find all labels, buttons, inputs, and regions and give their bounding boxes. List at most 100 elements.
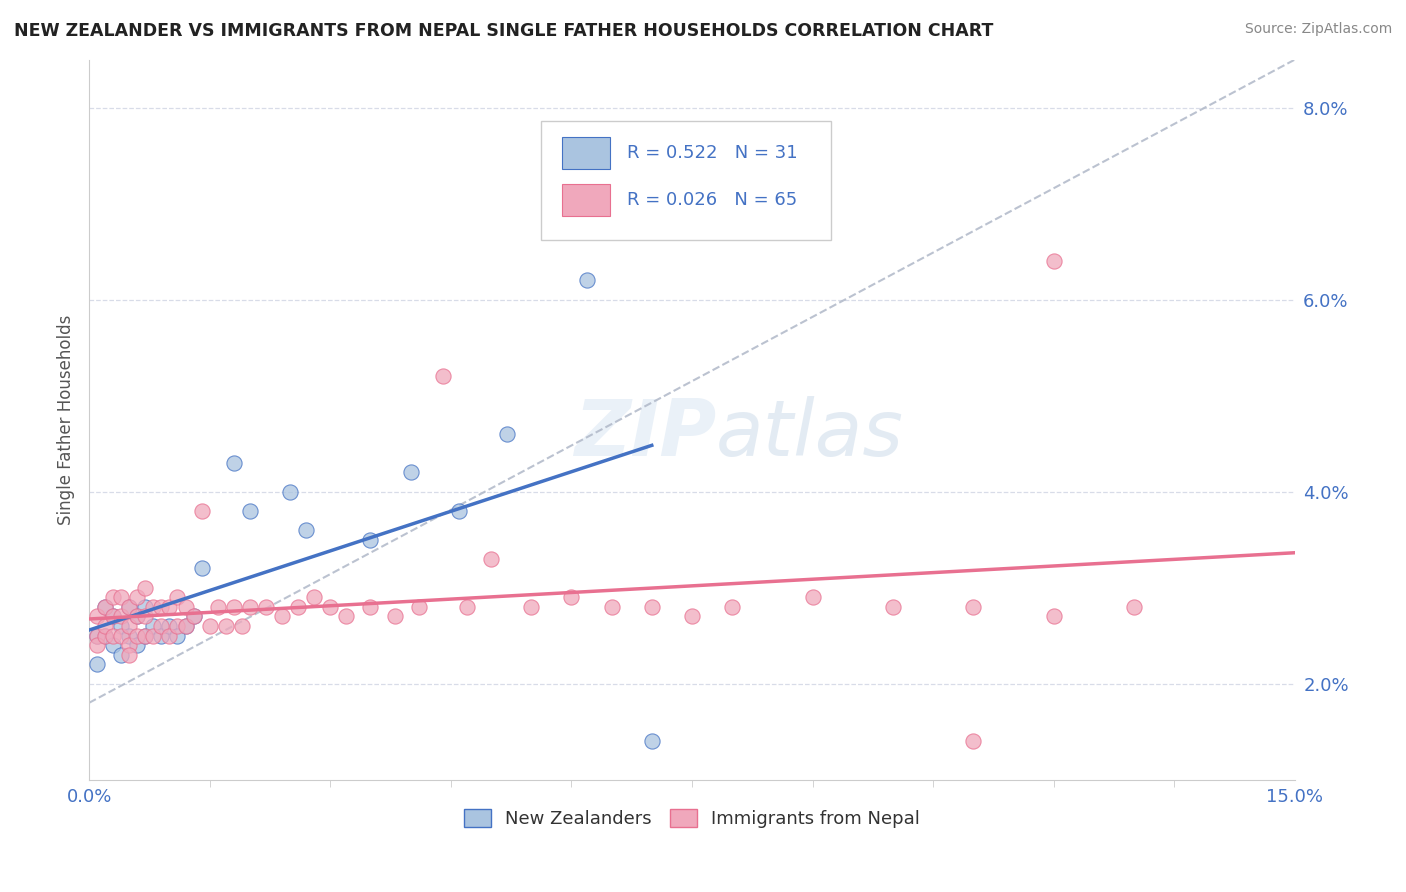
Point bbox=[94, 619, 117, 633]
Point bbox=[159, 599, 181, 614]
Text: R = 0.026   N = 65: R = 0.026 N = 65 bbox=[627, 191, 797, 209]
Point bbox=[254, 599, 277, 614]
Point bbox=[127, 629, 149, 643]
Point bbox=[118, 619, 141, 633]
Point bbox=[103, 609, 125, 624]
Point bbox=[94, 599, 117, 614]
Point bbox=[576, 273, 599, 287]
Point bbox=[174, 619, 197, 633]
Point bbox=[86, 629, 108, 643]
Point bbox=[127, 609, 149, 624]
Point bbox=[142, 629, 165, 643]
Point bbox=[198, 619, 221, 633]
Point bbox=[94, 629, 117, 643]
Point bbox=[641, 599, 664, 614]
Point bbox=[302, 591, 325, 605]
Point bbox=[962, 599, 984, 614]
Point bbox=[86, 609, 108, 624]
Point bbox=[134, 629, 156, 643]
Point bbox=[127, 609, 149, 624]
Point bbox=[118, 599, 141, 614]
Point bbox=[681, 609, 703, 624]
Point bbox=[456, 599, 478, 614]
Point bbox=[479, 551, 502, 566]
Point bbox=[118, 638, 141, 652]
Point bbox=[641, 734, 664, 748]
Point bbox=[142, 599, 165, 614]
Point bbox=[496, 427, 519, 442]
Point bbox=[118, 629, 141, 643]
Point bbox=[118, 599, 141, 614]
Point bbox=[86, 629, 108, 643]
Point bbox=[134, 629, 156, 643]
Point bbox=[222, 456, 245, 470]
Point bbox=[408, 599, 430, 614]
Point bbox=[335, 609, 357, 624]
Point bbox=[183, 609, 205, 624]
Point bbox=[94, 629, 117, 643]
Point bbox=[520, 599, 543, 614]
Point bbox=[110, 619, 132, 633]
Point bbox=[359, 599, 381, 614]
Point bbox=[1123, 599, 1146, 614]
Point bbox=[287, 599, 309, 614]
Point bbox=[127, 638, 149, 652]
Point bbox=[86, 657, 108, 672]
Point bbox=[1042, 609, 1064, 624]
Point bbox=[882, 599, 904, 614]
Point bbox=[600, 599, 623, 614]
Point bbox=[110, 591, 132, 605]
Point bbox=[150, 599, 173, 614]
Point bbox=[231, 619, 253, 633]
Point bbox=[150, 629, 173, 643]
Point bbox=[166, 591, 188, 605]
Point bbox=[94, 599, 117, 614]
Point bbox=[134, 599, 156, 614]
Point bbox=[174, 619, 197, 633]
Text: ZIP: ZIP bbox=[574, 396, 716, 472]
Point bbox=[432, 369, 454, 384]
Point bbox=[183, 609, 205, 624]
Legend: New Zealanders, Immigrants from Nepal: New Zealanders, Immigrants from Nepal bbox=[457, 802, 928, 836]
Point bbox=[190, 504, 212, 518]
Text: Source: ZipAtlas.com: Source: ZipAtlas.com bbox=[1244, 22, 1392, 37]
Point bbox=[86, 638, 108, 652]
Point bbox=[134, 609, 156, 624]
Point bbox=[239, 504, 262, 518]
FancyBboxPatch shape bbox=[562, 184, 610, 216]
Point bbox=[384, 609, 406, 624]
Point bbox=[239, 599, 262, 614]
Point bbox=[103, 629, 125, 643]
FancyBboxPatch shape bbox=[562, 137, 610, 169]
Point bbox=[150, 619, 173, 633]
Point bbox=[295, 523, 318, 537]
Point bbox=[159, 629, 181, 643]
Point bbox=[190, 561, 212, 575]
Point bbox=[103, 609, 125, 624]
Point bbox=[110, 648, 132, 662]
Point bbox=[359, 533, 381, 547]
Point bbox=[166, 619, 188, 633]
Text: NEW ZEALANDER VS IMMIGRANTS FROM NEPAL SINGLE FATHER HOUSEHOLDS CORRELATION CHAR: NEW ZEALANDER VS IMMIGRANTS FROM NEPAL S… bbox=[14, 22, 994, 40]
Point bbox=[399, 466, 422, 480]
Point bbox=[134, 581, 156, 595]
Point bbox=[215, 619, 238, 633]
Point bbox=[110, 629, 132, 643]
Point bbox=[103, 591, 125, 605]
Point bbox=[1042, 254, 1064, 268]
Point bbox=[166, 629, 188, 643]
Point bbox=[103, 638, 125, 652]
Point bbox=[118, 648, 141, 662]
Point bbox=[174, 599, 197, 614]
Point bbox=[271, 609, 294, 624]
Point bbox=[801, 591, 824, 605]
Point bbox=[962, 734, 984, 748]
Point bbox=[560, 591, 582, 605]
Point bbox=[319, 599, 342, 614]
Point bbox=[222, 599, 245, 614]
Point bbox=[110, 609, 132, 624]
Text: R = 0.522   N = 31: R = 0.522 N = 31 bbox=[627, 145, 797, 162]
Y-axis label: Single Father Households: Single Father Households bbox=[58, 314, 75, 524]
Point bbox=[207, 599, 229, 614]
Point bbox=[447, 504, 470, 518]
